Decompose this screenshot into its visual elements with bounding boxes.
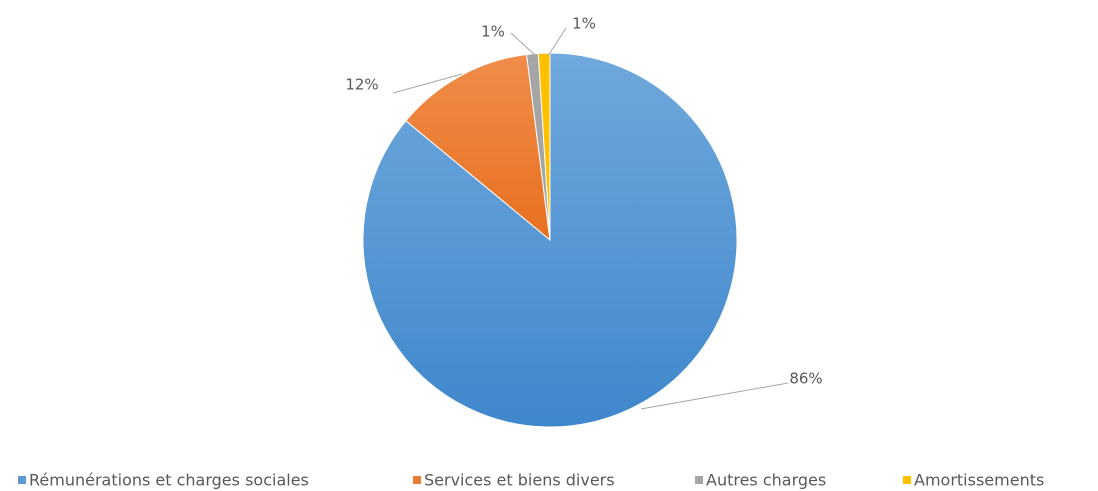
legend-swatch (18, 476, 26, 484)
data-label: 86% (789, 370, 822, 388)
pie-slice (405, 53, 551, 242)
data-label: 1% (481, 23, 505, 41)
data-label: 1% (572, 15, 596, 33)
leader-line (392, 73, 463, 94)
data-label: 12% (345, 76, 378, 94)
legend-label: Rémunérations et charges sociales (29, 471, 309, 490)
leader-line (547, 27, 567, 57)
legend-label: Services et biens divers (424, 471, 615, 490)
leader-line (510, 32, 537, 57)
legend-label: Autres charges (706, 471, 826, 490)
leader-line (640, 382, 789, 410)
legend-swatch (903, 476, 911, 484)
legend-label: Amortissements (914, 471, 1044, 490)
legend-swatch (695, 476, 703, 484)
legend-swatch (413, 476, 421, 484)
